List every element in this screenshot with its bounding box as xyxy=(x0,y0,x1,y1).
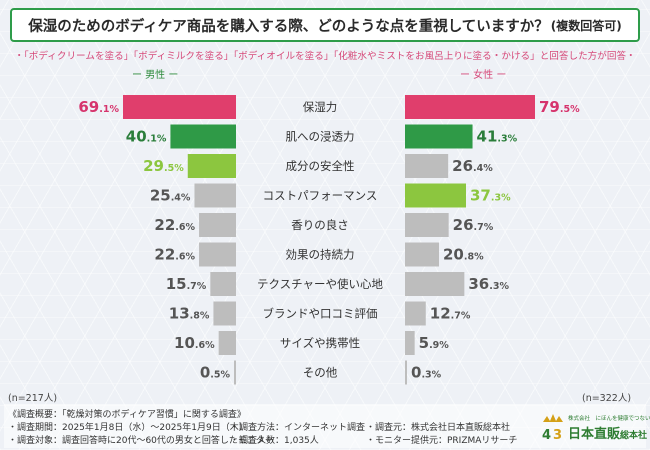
male-sample-size: (n=217人) xyxy=(8,393,58,404)
female-value-label: 37.3% xyxy=(470,187,511,205)
survey-provider: ・モニター提供元：PRIZMAリサーチ xyxy=(366,436,518,446)
male-bar xyxy=(187,154,236,178)
male-bar xyxy=(199,213,236,237)
male-value-label: 29.5% xyxy=(143,157,184,175)
male-bar xyxy=(194,183,236,208)
category-label: サイズや携帯性 xyxy=(280,336,360,350)
female-bar xyxy=(405,242,440,267)
male-bar xyxy=(213,301,236,326)
category-label: 効果の持続力 xyxy=(286,248,355,262)
survey-source: ・調査元：株式会社日本直販総本社 xyxy=(366,423,511,433)
category-label: 保湿力 xyxy=(303,100,338,114)
survey-heading: 《調査概要：「乾燥対策のボディケア習慣」に関する調査》 xyxy=(8,410,246,420)
survey-summary-box xyxy=(4,404,646,448)
female-bar xyxy=(405,95,535,119)
male-legend: ー 男性 ー xyxy=(132,70,179,81)
chart-title-sub: (複数回答可) xyxy=(550,18,622,33)
category-label: その他 xyxy=(303,366,338,380)
female-bar xyxy=(405,213,449,237)
category-label: ブランドや口コミ評価 xyxy=(263,307,378,321)
female-bar xyxy=(405,301,426,326)
female-value-label: 5.9% xyxy=(419,334,450,352)
category-label: コストパフォーマンス xyxy=(263,189,378,203)
male-value-label: 13.8% xyxy=(169,305,210,323)
male-bar xyxy=(123,95,236,119)
logo-name-tag: 総本社 xyxy=(620,431,648,441)
logo-name: 日本直販総本社 xyxy=(568,423,647,442)
female-value-label: 20.8% xyxy=(443,246,484,264)
logo-name-main: 日本直販 xyxy=(568,427,621,442)
male-bar xyxy=(170,124,236,149)
male-value-label: 22.6% xyxy=(154,216,195,234)
male-value-label: 69.1% xyxy=(78,98,119,116)
logo-tagline: 株式会社 にほんを健康でつないでいく xyxy=(568,416,650,422)
butterfly-bar-chart: 69.1% 保湿力 79.5% 40.1% 肌への浸透力 41.3% 29.5% 成分の安全性… xyxy=(78,95,580,385)
female-bar xyxy=(405,360,407,385)
male-value-label: 40.1% xyxy=(126,128,167,146)
female-value-label: 26.4% xyxy=(452,157,493,175)
survey-period: ・調査期間：2025年1月8日（水）〜2025年1月9日（木） xyxy=(8,423,248,433)
svg-text:4: 4 xyxy=(542,428,551,442)
survey-method: ・調査方法：インターネット調査 xyxy=(230,423,366,433)
male-bar xyxy=(210,272,236,296)
male-value-label: 15.7% xyxy=(166,275,207,293)
female-bar xyxy=(405,331,415,355)
female-value-label: 36.3% xyxy=(468,275,509,293)
category-label: 香りの良さ xyxy=(291,218,349,232)
female-legend: ー 女性 ー xyxy=(460,70,507,81)
chart-title-text: 保湿のためのボディケア商品を購入する際、どのような点を重視していますか？ xyxy=(28,18,549,35)
company-logo: 4 3 株式会社 にほんを健康でつないでいく 日本直販総本社 xyxy=(540,410,650,444)
survey-count: ・調査人数：1,035人 xyxy=(230,436,319,446)
female-sample-size: (n=322人) xyxy=(582,393,632,404)
male-bar xyxy=(218,331,236,355)
female-value-label: 12.7% xyxy=(430,305,471,323)
female-value-label: 79.5% xyxy=(539,98,580,116)
survey-target: ・調査対象：調査回答時に20代〜60代の男女と回答したモニター xyxy=(8,436,274,446)
category-label: テクスチャーや使い心地 xyxy=(257,277,384,291)
male-bar xyxy=(199,242,236,267)
female-value-label: 0.3% xyxy=(411,364,442,382)
female-bar xyxy=(405,124,473,149)
female-bar xyxy=(405,272,465,296)
chart-title: 保湿のためのボディケア商品を購入する際、どのような点を重視していますか？ (複数回… xyxy=(10,8,640,42)
female-value-label: 41.3% xyxy=(477,128,518,146)
svg-text:3: 3 xyxy=(553,428,562,442)
female-bar xyxy=(405,183,466,208)
male-value-label: 25.4% xyxy=(150,187,191,205)
male-value-label: 0.5% xyxy=(200,364,231,382)
female-value-label: 26.7% xyxy=(453,216,494,234)
category-label: 成分の安全性 xyxy=(286,159,355,173)
category-label: 肌への浸透力 xyxy=(286,130,355,144)
female-bar xyxy=(405,154,449,178)
male-value-label: 22.6% xyxy=(154,246,195,264)
respondent-condition: ・「ボディクリームを塗る」「ボディミルクを塗る」「ボディオイルを塗る」「化粧水や… xyxy=(14,51,636,62)
male-value-label: 10.6% xyxy=(174,334,215,352)
crown-logo-icon: 4 3 xyxy=(542,414,563,442)
male-bar xyxy=(234,360,236,385)
